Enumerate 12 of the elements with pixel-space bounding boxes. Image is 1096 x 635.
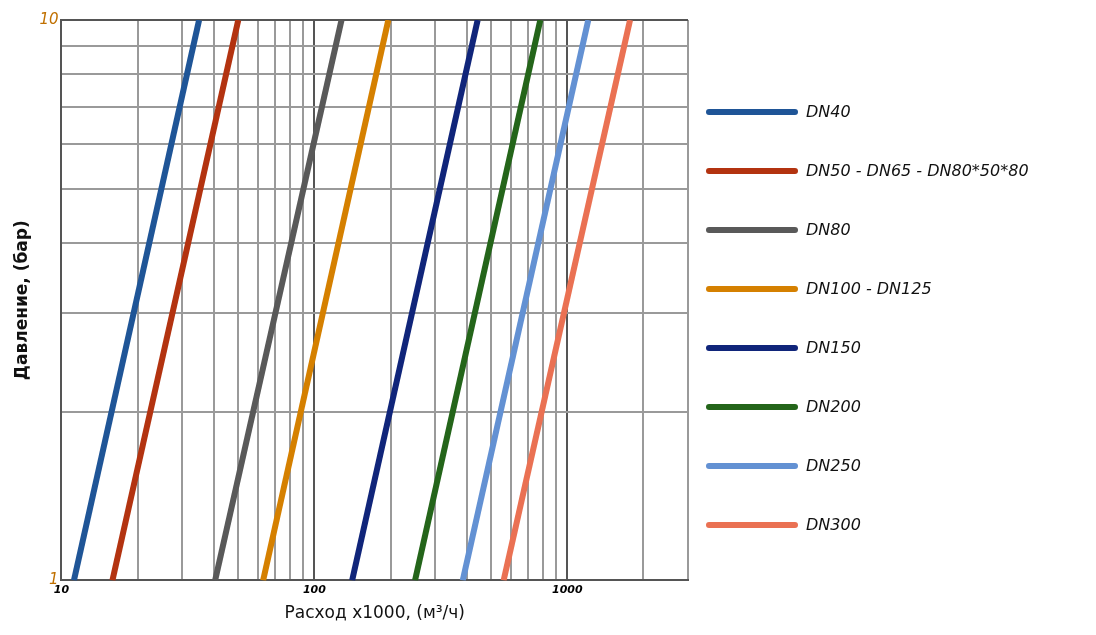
text: DN40 <box>806 102 851 121</box>
text: DN50 - DN65 - DN80*50*80 <box>806 161 1029 180</box>
x-tick-label: 100 <box>302 582 327 596</box>
text: DN250 <box>806 456 861 475</box>
text: DN150 <box>806 338 861 357</box>
text: DN100 - DN125 <box>806 279 932 298</box>
text: DN300 <box>806 515 861 534</box>
x-tick-label: 1000 <box>552 582 583 596</box>
x-axis-title: Расход x1000, (м³/ч) <box>284 602 465 623</box>
text: DN80 <box>806 220 851 239</box>
y-axis-title: Давление, (бар) <box>10 220 31 381</box>
text: DN200 <box>806 397 861 416</box>
